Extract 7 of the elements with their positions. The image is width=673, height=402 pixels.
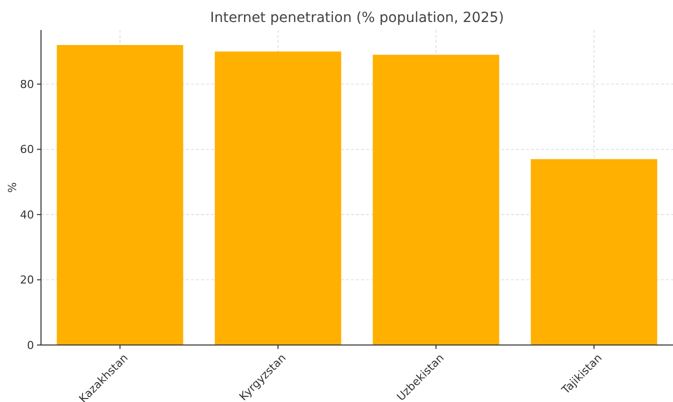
y-tick-label: 20 xyxy=(20,274,34,287)
chart-title: Internet penetration (% population, 2025) xyxy=(210,10,504,26)
y-tick-label: 0 xyxy=(27,338,34,352)
y-tick-label: 80 xyxy=(20,78,34,91)
y-tick-label: 40 xyxy=(20,208,34,222)
y-axis-title: % xyxy=(6,182,19,193)
y-tick-label: 60 xyxy=(20,143,34,156)
